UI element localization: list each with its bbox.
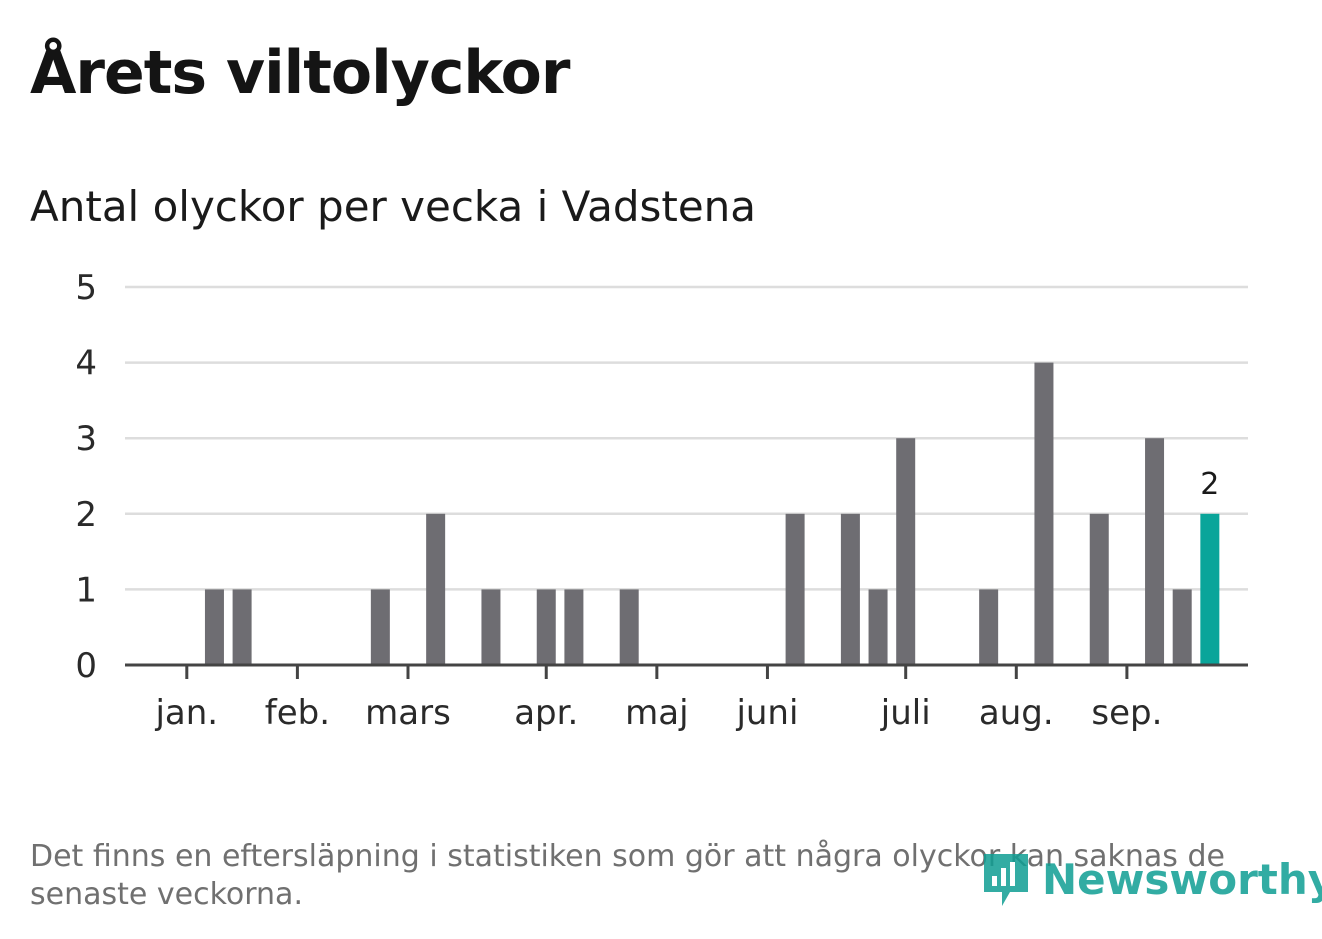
bar-chart-speech-bubble-icon [984, 854, 1028, 906]
x-axis: jan. feb. mars apr. maj juni juli aug. sep. [125, 663, 1248, 733]
bar [1145, 438, 1165, 665]
bar [1089, 513, 1109, 665]
data-label: 2 [1200, 467, 1219, 502]
bar [426, 513, 446, 665]
bar [564, 589, 584, 665]
x-tick-label: apr. [514, 693, 578, 733]
y-tick-label: 5 [75, 268, 97, 308]
bar-chart: 0 1 2 3 4 5 jan. feb. mars apr. maj juni juli aug. se… [75, 268, 1248, 733]
bars [204, 362, 1220, 665]
bar [1172, 589, 1192, 665]
bar [840, 513, 860, 665]
bar [979, 589, 999, 665]
chart-subtitle: Antal olyckor per vecka i Vadstena [30, 182, 757, 231]
bar [619, 589, 639, 665]
grid-lines [125, 285, 1248, 591]
y-tick-label: 4 [75, 344, 97, 384]
y-tick-label: 0 [75, 646, 97, 686]
bar [536, 589, 556, 665]
chart-title: Årets viltolyckor [30, 38, 570, 108]
bar [232, 589, 252, 665]
bar [868, 589, 888, 665]
bar [896, 438, 916, 665]
x-tick-label: juli [880, 693, 931, 733]
x-tick-label: juni [735, 693, 798, 733]
data-labels: 2 [1200, 467, 1219, 502]
highlight-bar [1200, 513, 1220, 665]
newsworthy-logo: Newsworthy [980, 848, 1322, 910]
bar [481, 589, 501, 665]
y-tick-label: 3 [75, 419, 97, 459]
x-tick-label: aug. [979, 693, 1054, 733]
bar [785, 513, 805, 665]
x-tick-label: maj [625, 693, 688, 733]
x-tick-label: mars [365, 693, 451, 733]
logo-text: Newsworthy [1042, 854, 1322, 904]
bar [370, 589, 390, 665]
y-tick-label: 2 [75, 495, 97, 535]
bar [204, 589, 224, 665]
y-tick-label: 1 [75, 570, 97, 610]
y-axis-ticks: 0 1 2 3 4 5 [75, 268, 97, 686]
x-tick-label: jan. [154, 693, 218, 733]
x-tick-label: feb. [265, 693, 330, 733]
bar [1034, 362, 1054, 665]
x-tick-label: sep. [1091, 693, 1162, 733]
